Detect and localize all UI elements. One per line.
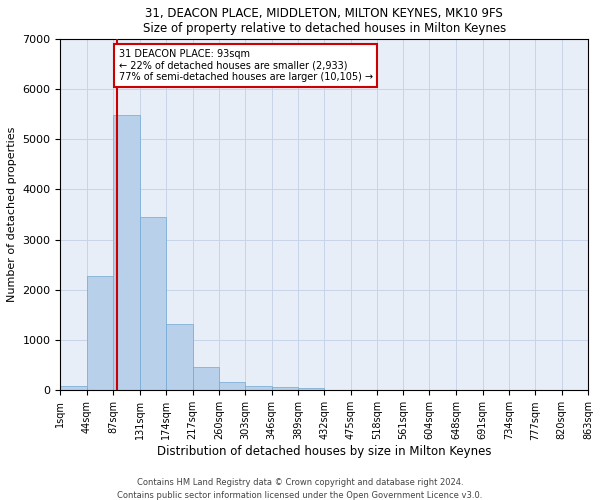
Bar [113, 115, 140, 390]
X-axis label: Distribution of detached houses by size in Milton Keynes: Distribution of detached houses by size … [157, 445, 491, 458]
Bar [61, 386, 86, 390]
Bar [219, 382, 245, 390]
Y-axis label: Number of detached properties: Number of detached properties [7, 127, 17, 302]
Text: Contains HM Land Registry data © Crown copyright and database right 2024.
Contai: Contains HM Land Registry data © Crown c… [118, 478, 482, 500]
Bar [245, 386, 272, 390]
Bar [193, 366, 219, 390]
Text: 31 DEACON PLACE: 93sqm
← 22% of detached houses are smaller (2,933)
77% of semi-: 31 DEACON PLACE: 93sqm ← 22% of detached… [119, 49, 373, 82]
Bar [272, 387, 298, 390]
Bar [140, 217, 166, 390]
Bar [86, 276, 113, 390]
Title: 31, DEACON PLACE, MIDDLETON, MILTON KEYNES, MK10 9FS
Size of property relative t: 31, DEACON PLACE, MIDDLETON, MILTON KEYN… [143, 7, 506, 35]
Bar [166, 324, 193, 390]
Bar [298, 388, 324, 390]
